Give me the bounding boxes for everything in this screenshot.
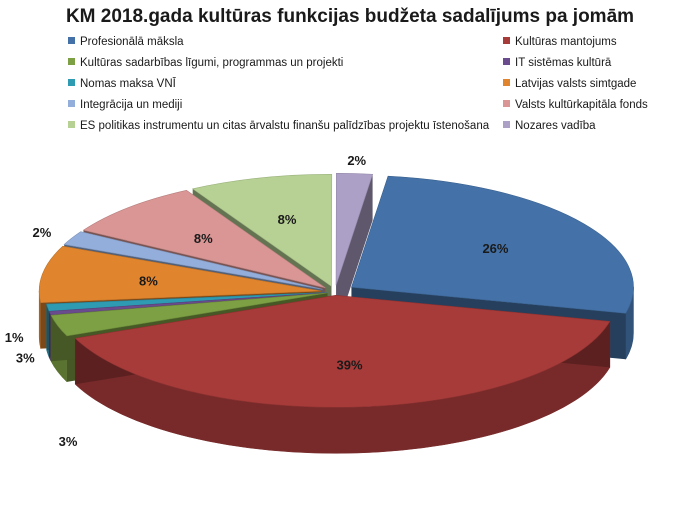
legend-label: Nomas maksa VNĪ — [80, 78, 176, 90]
pie-slice-top — [38, 245, 322, 303]
legend-item: Integrācija un mediji — [68, 99, 182, 111]
legend-swatch — [68, 37, 75, 45]
legend-label: Latvijas valsts simtgade — [515, 78, 637, 90]
pie-slice — [74, 295, 611, 454]
pie-slice-top — [74, 295, 611, 408]
legend-swatch — [68, 58, 75, 66]
chart-title: KM 2018.gada kultūras funkcijas budžeta … — [65, 6, 635, 27]
legend-item: Kultūras mantojums — [503, 36, 617, 48]
data-label: 1% — [5, 330, 24, 345]
legend-swatch — [503, 58, 510, 66]
legend-item: Profesionālā māksla — [68, 36, 184, 48]
legend-label: Valsts kultūrkapitāla fonds — [515, 99, 648, 111]
legend-label: Kultūras mantojums — [515, 36, 617, 48]
legend-item: Nozares vadība — [503, 120, 596, 132]
data-label: 39% — [336, 358, 362, 373]
pie-slice-top — [50, 292, 328, 337]
legend-label: ES politikas instrumentu un citas ārvals… — [80, 120, 490, 132]
pie-slice-top — [63, 231, 323, 290]
legend-item: ES politikas instrumentu un citas ārvals… — [68, 120, 489, 132]
legend-label: Kultūras sadarbības līgumi, programmas u… — [80, 57, 344, 69]
legend-label: IT sistēmas kultūrā — [515, 57, 612, 69]
legend-item: Nomas maksa VNĪ — [68, 78, 176, 90]
data-label: 3% — [16, 350, 35, 365]
pie-slice-edge — [336, 174, 373, 332]
legend-swatch — [503, 100, 510, 108]
legend-label: Nozares vadība — [515, 120, 596, 132]
data-label: 8% — [139, 273, 158, 288]
pie-slice-top — [191, 174, 333, 287]
legend-item: IT sistēmas kultūrā — [503, 57, 611, 69]
data-label: 26% — [482, 241, 508, 256]
legend-label: Profesionālā māksla — [80, 36, 184, 48]
chart-legend: Profesionālā māksla Kultūras mantojums Kul… — [68, 34, 668, 144]
legend-swatch — [503, 121, 510, 129]
legend-item: Latvijas valsts simtgade — [503, 78, 636, 90]
pie-slice-top — [335, 172, 374, 286]
pie-slice-top — [82, 189, 326, 289]
pie-slice-top — [351, 175, 634, 314]
legend-swatch — [68, 79, 75, 87]
legend-swatch — [68, 121, 75, 129]
legend-item: Valsts kultūrkapitāla fonds — [503, 99, 648, 111]
legend-swatch — [503, 37, 510, 45]
legend-swatch — [68, 100, 75, 108]
data-label: 8% — [194, 231, 213, 246]
pie-slice-top — [48, 292, 328, 316]
data-label: 3% — [59, 434, 78, 449]
pie-slice — [335, 172, 374, 332]
legend-label: Integrācija un mediji — [80, 99, 183, 111]
data-label: 2% — [32, 225, 51, 240]
legend-swatch — [503, 79, 510, 87]
data-label: 8% — [278, 212, 297, 227]
data-label: 2% — [347, 153, 366, 168]
legend-item: Kultūras sadarbības līgumi, programmas u… — [68, 57, 343, 69]
